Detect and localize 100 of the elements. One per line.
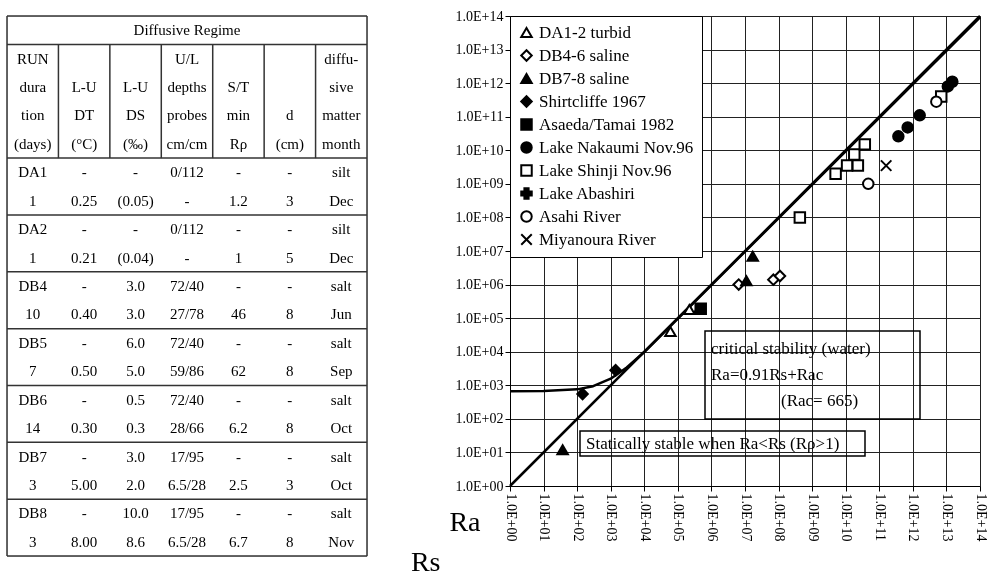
text: 1: [28, 192, 37, 209]
text: 0.30: [71, 420, 98, 437]
text: 8: [286, 363, 294, 380]
x-axis-title: Rs: [410, 545, 441, 577]
y-tick-label: 1.0E+12: [455, 75, 504, 91]
legend-label: Shirtcliffe 1967: [539, 91, 647, 111]
text: -: [81, 334, 87, 351]
x-tick-label: 1.0E+01: [537, 493, 553, 542]
text: 28/66: [169, 420, 205, 437]
x-tick-label: 1.0E+02: [570, 493, 586, 542]
text: 0.3: [126, 420, 145, 437]
text: 72/40: [169, 391, 205, 408]
text: 59/86: [169, 363, 205, 380]
text: -: [287, 334, 293, 351]
legend-label: Lake Nakaumi Nov.96: [539, 137, 694, 157]
text: 5: [286, 249, 294, 266]
text: salt: [330, 391, 353, 408]
text: 62: [230, 363, 246, 380]
y-axis-title: Ra: [449, 505, 482, 537]
text: 0.21: [71, 249, 98, 266]
y-tick-label: 1.0E+09: [455, 176, 504, 192]
text: -: [235, 391, 241, 408]
text: -: [184, 249, 190, 266]
text: silt: [332, 164, 352, 181]
x-tick-label: 1.0E+04: [637, 493, 653, 542]
category-label: L-U DT (°C): [71, 79, 98, 153]
x-tick-label: 1.0E+09: [805, 493, 821, 542]
legend-label: DB7-8 saline: [539, 68, 630, 88]
text: 3.0: [126, 278, 145, 294]
text: 46: [230, 306, 247, 323]
text: 0.25: [71, 192, 98, 209]
text: -: [287, 221, 293, 238]
text: 6.5/28: [168, 476, 206, 493]
y-tick-label: 1.0E+11: [456, 109, 504, 125]
text: 5.0: [126, 363, 145, 380]
text: salt: [330, 448, 353, 465]
text: 3.0: [126, 306, 145, 323]
text: -: [81, 164, 87, 181]
text: 17/95: [169, 448, 205, 465]
text: -: [184, 192, 190, 209]
text: 3: [286, 192, 294, 209]
x-tick-label: 1.0E+08: [772, 493, 788, 542]
text: (0.05): [117, 192, 154, 210]
y-tick-label: 1.0E+05: [455, 310, 504, 326]
y-tick-label: 1.0E+08: [455, 209, 504, 225]
text: Diffusive Regime: [133, 22, 241, 39]
text: Jun: [330, 306, 353, 323]
legend-label: Asaeda/Tamai 1982: [539, 114, 675, 134]
x-tick-label: 1.0E+14: [973, 493, 989, 542]
text: 0/112: [170, 164, 204, 181]
text: 27/78: [169, 306, 205, 323]
text: -: [235, 164, 241, 181]
text: 2.5: [229, 476, 248, 493]
text: Dec: [329, 249, 354, 266]
text: 8.6: [126, 533, 146, 550]
category-label: S/T min Rρ: [226, 79, 251, 152]
y-tick-label: 1.0E+03: [455, 377, 504, 393]
legend-label: DA1-2 turbid: [539, 22, 632, 42]
category-label: RUN dura tion (days): [13, 50, 52, 153]
text: -: [235, 505, 241, 522]
y-tick-label: 1.0E+07: [455, 243, 504, 259]
y-tick-label: 1.0E+13: [455, 42, 504, 58]
y-tick-label: 1.0E+06: [455, 277, 504, 293]
x-tick-label: 1.0E+07: [738, 493, 754, 542]
text: 0.50: [71, 363, 98, 380]
text: 0/112: [170, 221, 204, 238]
text: Nov: [328, 533, 355, 550]
text: (0.04): [117, 249, 154, 267]
text: 1: [28, 249, 37, 266]
text: 6.0: [126, 334, 145, 351]
category-label: d (cm): [275, 107, 305, 153]
text: salt: [330, 334, 353, 351]
text: 3: [286, 476, 294, 493]
text: 3: [28, 533, 37, 550]
text: salt: [330, 278, 353, 294]
text: -: [287, 391, 293, 408]
x-tick-label: 1.0E+06: [704, 493, 720, 542]
text: 1: [234, 249, 243, 266]
x-tick-label: 1.0E+11: [872, 493, 888, 541]
y-tick-label: 1.0E+10: [455, 142, 504, 158]
text: -: [133, 221, 139, 238]
text: -: [235, 221, 241, 238]
y-tick-label: 1.0E+01: [455, 444, 504, 460]
text: salt: [330, 505, 353, 522]
text: DA1: [18, 164, 48, 181]
text: 5.00: [71, 476, 98, 493]
x-tick-label: 1.0E+12: [906, 493, 922, 542]
legend-label: DB4-6 saline: [539, 45, 630, 65]
text: -: [287, 448, 293, 465]
text: Oct: [330, 476, 353, 493]
text: -: [235, 278, 241, 294]
text: -: [235, 448, 241, 465]
text: DA2: [18, 221, 48, 238]
text: 72/40: [169, 334, 205, 351]
text: 72/40: [169, 278, 205, 294]
text: -: [81, 278, 87, 294]
text: -: [81, 391, 87, 408]
text: 7: [28, 363, 37, 380]
legend-label: Lake Shinji Nov.96: [539, 160, 672, 180]
text: -: [287, 505, 293, 522]
